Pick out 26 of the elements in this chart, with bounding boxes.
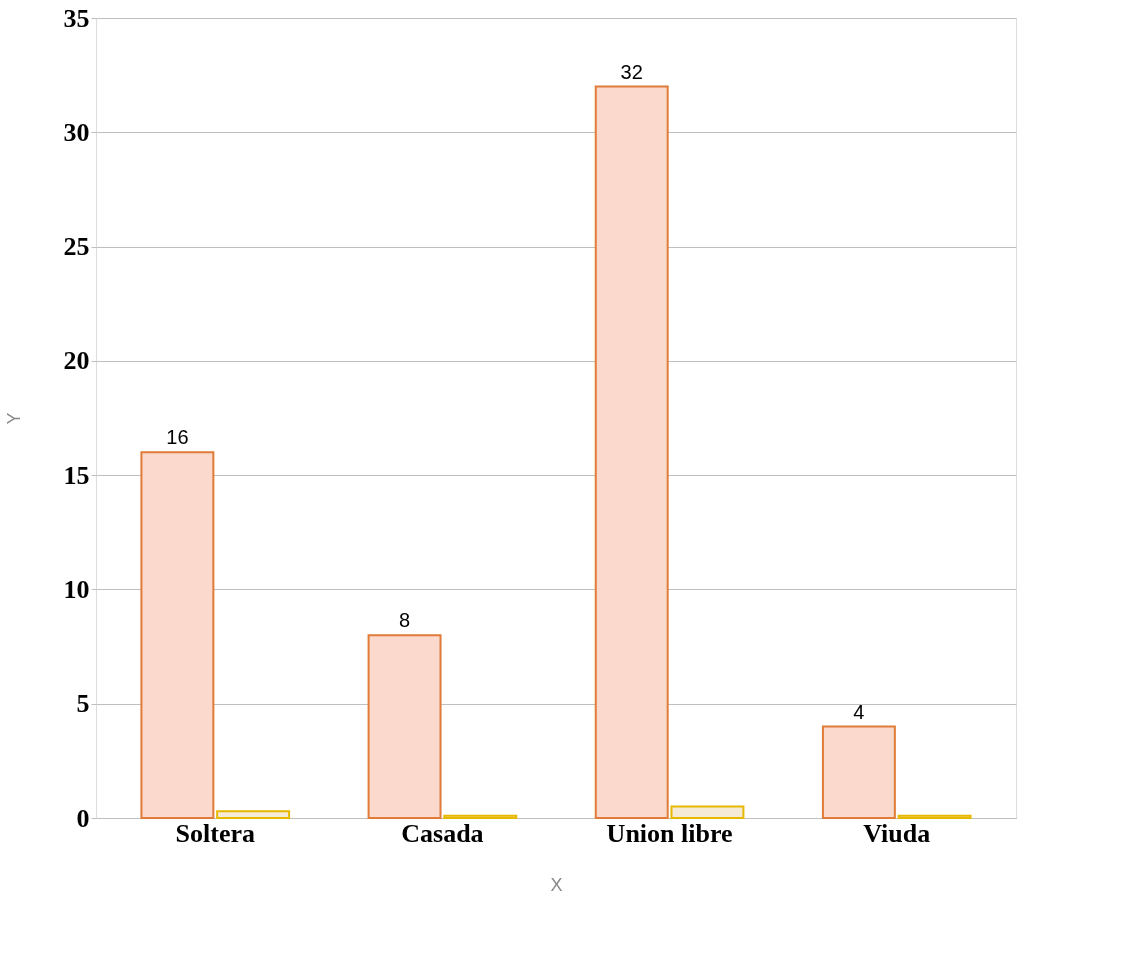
- x-tick-label: Union libre: [606, 818, 733, 848]
- y-tick-label: 30: [63, 117, 90, 147]
- x-tick-label: Casada: [401, 818, 484, 848]
- y-axis-title: Y: [3, 412, 24, 425]
- data-label: 16: [166, 426, 189, 449]
- y-tick-label: 25: [63, 232, 90, 262]
- bar: [216, 810, 291, 819]
- bar: [367, 634, 442, 819]
- bar: [821, 725, 896, 819]
- x-tick-label: Soltera: [175, 818, 255, 848]
- bar: [594, 85, 669, 819]
- data-label: 32: [620, 60, 643, 83]
- y-tick-label: 5: [76, 689, 90, 719]
- bar: [443, 814, 518, 819]
- x-axis-title: X: [550, 874, 563, 895]
- y-tick-label: 35: [63, 3, 90, 33]
- y-tick-label: 15: [63, 460, 90, 490]
- bar: [897, 814, 972, 819]
- x-tick-label: Viuda: [863, 818, 931, 848]
- data-label: 8: [399, 609, 411, 632]
- y-tick-label: 10: [63, 574, 90, 604]
- bar: [670, 805, 745, 819]
- y-tick-label: 20: [63, 346, 90, 376]
- y-tick-label: 0: [76, 803, 90, 833]
- data-label: 4: [853, 700, 865, 723]
- bar: [140, 451, 215, 819]
